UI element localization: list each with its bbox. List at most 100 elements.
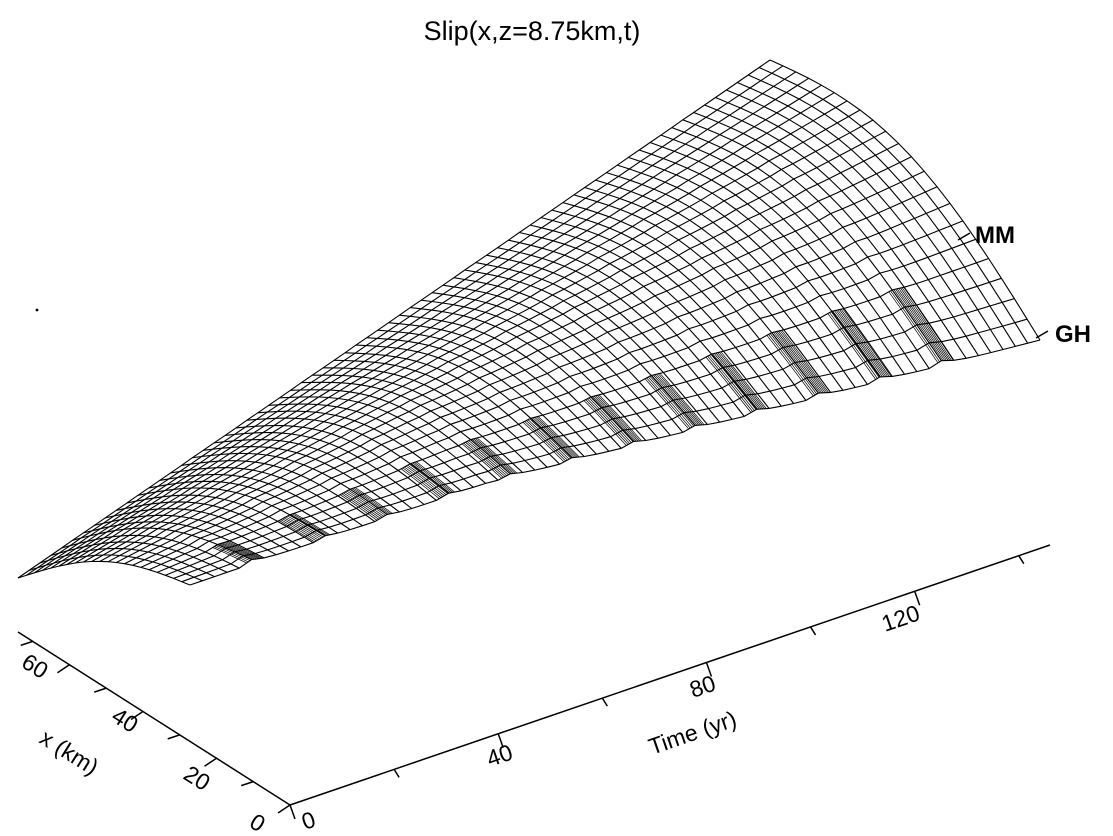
rupture-hatch bbox=[471, 438, 513, 474]
mesh-time-line bbox=[399, 314, 622, 449]
rupture-hatch bbox=[348, 489, 386, 516]
mesh-time-line bbox=[257, 410, 462, 492]
rupture-hatch bbox=[287, 515, 324, 538]
rupture-hatch bbox=[341, 493, 379, 520]
mesh-time-line bbox=[486, 254, 721, 423]
mesh-time-line bbox=[83, 521, 265, 559]
mesh-time-line bbox=[704, 104, 967, 359]
rupture-hatch bbox=[776, 331, 824, 394]
rupture-hatch bbox=[718, 351, 765, 409]
rupture-hatch bbox=[774, 331, 823, 394]
mesh-time-line bbox=[475, 262, 708, 425]
mesh-time-line bbox=[290, 389, 499, 481]
x-tick bbox=[57, 664, 70, 674]
mesh-time-line bbox=[540, 217, 782, 407]
rupture-hatch bbox=[842, 308, 892, 377]
rupture-hatch bbox=[649, 375, 695, 427]
annotation-gh: GH bbox=[1055, 321, 1091, 348]
mesh-time-line bbox=[726, 89, 992, 353]
rupture-hatch bbox=[771, 332, 819, 394]
x-tick-label-60: 60 bbox=[17, 648, 52, 684]
rupture-hatch bbox=[585, 399, 629, 445]
rupture-hatch bbox=[536, 416, 578, 458]
mesh-time-line bbox=[323, 367, 536, 471]
x-tick bbox=[20, 640, 33, 647]
rupture-hatch bbox=[898, 288, 949, 361]
rupture-hatch bbox=[343, 492, 381, 519]
mesh-time-line bbox=[453, 277, 684, 433]
time-tick bbox=[705, 662, 713, 677]
mesh-time-line bbox=[203, 446, 400, 513]
mesh-time-line bbox=[693, 111, 955, 361]
rupture-hatch bbox=[468, 440, 509, 475]
rupture-hatch bbox=[466, 441, 508, 476]
rupture-hatch bbox=[346, 490, 385, 517]
mesh-time-line bbox=[530, 224, 770, 409]
mesh-time-line bbox=[671, 127, 930, 369]
rupture-hatch bbox=[593, 395, 637, 442]
mesh-x-line bbox=[91, 130, 886, 562]
mesh-time-line bbox=[235, 424, 437, 501]
rupture-hatch bbox=[292, 513, 329, 536]
rupture-hatch bbox=[407, 464, 447, 495]
mesh-time-line bbox=[737, 81, 1004, 350]
time-tick bbox=[601, 697, 608, 707]
time-axis-label: Time (yr) bbox=[645, 705, 740, 759]
rupture-hatch bbox=[284, 517, 320, 540]
rupture-hatch bbox=[353, 487, 391, 514]
rupture-hatch bbox=[526, 420, 568, 461]
mesh-time-line bbox=[497, 247, 733, 420]
x-tick bbox=[167, 734, 180, 740]
mesh-time-line bbox=[562, 202, 807, 401]
rupture-hatch bbox=[465, 441, 506, 477]
rupture-hatch bbox=[219, 543, 254, 560]
rupture-hatch bbox=[470, 439, 511, 475]
rupture-hatch bbox=[532, 417, 575, 458]
mesh-time-line bbox=[94, 514, 277, 556]
mesh-time-line bbox=[421, 299, 647, 441]
mesh-x-line bbox=[58, 92, 835, 567]
mesh-time-line bbox=[181, 460, 376, 523]
x-tick bbox=[241, 780, 254, 787]
rupture-hatch bbox=[598, 394, 642, 442]
mesh-time-line bbox=[377, 329, 597, 455]
x-tick bbox=[93, 687, 107, 693]
mesh-time-line bbox=[508, 239, 745, 417]
rupture-hatch bbox=[583, 400, 627, 446]
rupture-hatch bbox=[715, 352, 762, 410]
annotation-gh-leader bbox=[1035, 330, 1049, 339]
rupture-hatch bbox=[279, 520, 315, 543]
rupture-hatch bbox=[414, 462, 454, 493]
rupture-hatch bbox=[351, 488, 390, 515]
mesh-time-line bbox=[366, 337, 585, 457]
rupture-hatch bbox=[646, 377, 691, 429]
mesh-time-line bbox=[551, 209, 795, 404]
rupture-hatch bbox=[463, 442, 504, 478]
time-axis-line bbox=[289, 544, 1051, 806]
rupture-hatch bbox=[410, 463, 450, 494]
mesh-x-line bbox=[66, 100, 848, 565]
mesh-x-line bbox=[189, 339, 1041, 586]
mesh-time-line bbox=[312, 374, 523, 473]
mesh-x-line bbox=[107, 156, 912, 563]
mesh-x-line bbox=[181, 318, 1028, 583]
slip-surface-mesh bbox=[17, 59, 1041, 586]
rupture-hatch bbox=[901, 287, 952, 361]
rupture-hatch bbox=[768, 334, 816, 396]
mesh-x-line bbox=[173, 298, 1015, 579]
mesh-time-line bbox=[39, 547, 215, 578]
mesh-x-line bbox=[25, 65, 784, 576]
rupture-hatch bbox=[534, 416, 577, 458]
rupture-hatch bbox=[529, 418, 572, 459]
x-axis-label: x (km) bbox=[35, 724, 103, 780]
mesh-time-line bbox=[126, 494, 314, 544]
mesh-time-line bbox=[225, 432, 425, 505]
rupture-hatch bbox=[522, 421, 565, 463]
mesh-x-line bbox=[140, 220, 964, 568]
rupture-hatch bbox=[773, 332, 821, 394]
mesh-time-line bbox=[344, 352, 560, 465]
rupture-hatch bbox=[285, 516, 322, 539]
mesh-x-line bbox=[116, 170, 925, 563]
mesh-time-line bbox=[279, 396, 487, 484]
rupture-hatch bbox=[597, 395, 641, 442]
